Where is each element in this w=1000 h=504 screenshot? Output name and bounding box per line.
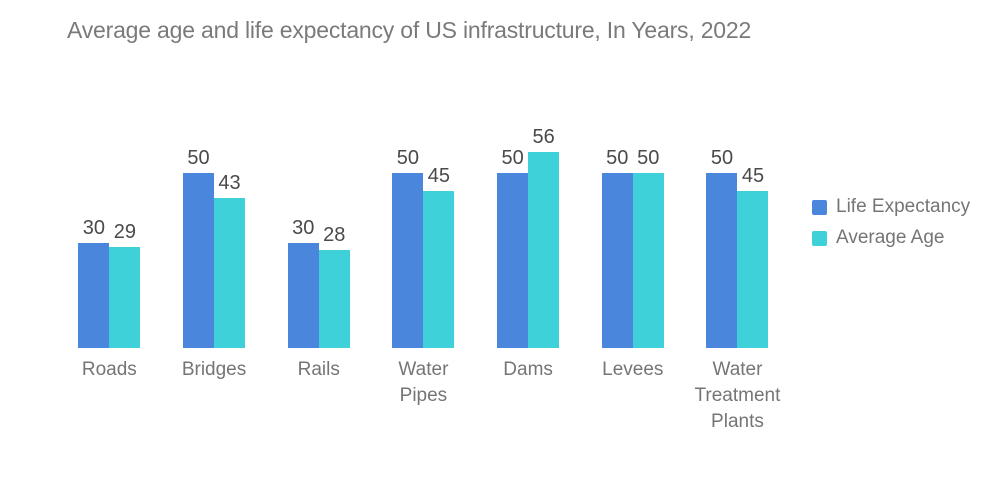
bar-group-bridges: 50 43 Bridges — [162, 110, 267, 435]
value-label-rails-average-age: 28 — [323, 224, 346, 246]
category-label-water-pipes: Water Pipes — [398, 359, 449, 406]
bars-water-treatment-plants: 50 45 — [706, 110, 769, 348]
legend-item-life-expectancy: Life Expectancy — [812, 196, 970, 218]
bar-water-pipes-life-expectancy — [392, 173, 424, 348]
bar-rails-average-age — [318, 250, 350, 348]
category-label-roads: Roads — [81, 359, 137, 380]
bar-group-levees: 50 50 Levees — [580, 110, 685, 435]
value-label-water-treatment-plants-life-expectancy: 50 — [710, 147, 734, 169]
bars-rails: 30 28 — [287, 110, 350, 348]
legend-label-average-age: Average Age — [836, 227, 945, 248]
value-label-roads-average-age: 29 — [113, 220, 136, 243]
category-label-levees: Levees — [602, 359, 664, 380]
bar-column-water-treatment-plants-life-expectancy: 50 — [706, 147, 738, 348]
bar-dams-average-age — [528, 152, 560, 348]
legend-label-life-expectancy: Life Expectancy — [836, 196, 971, 217]
legend-item-average-age: Average Age — [812, 227, 970, 249]
value-label-bridges-average-age: 43 — [218, 171, 241, 194]
bars-water-pipes: 50 45 — [392, 110, 455, 348]
bars-levees: 50 50 — [601, 110, 664, 348]
bar-levees-life-expectancy — [601, 173, 633, 348]
bar-column-roads-life-expectancy: 30 — [78, 217, 110, 348]
legend-swatch-life-expectancy — [812, 199, 827, 215]
bar-group-water-pipes: 50 45 Water Pipes — [371, 110, 476, 435]
bar-column-water-pipes-average-age: 45 — [423, 164, 455, 348]
bar-group-water-treatment-plants: 50 45 Water Treatment Plants — [685, 110, 790, 435]
value-label-bridges-life-expectancy: 50 — [187, 147, 210, 169]
bar-column-bridges-average-age: 43 — [214, 171, 246, 348]
bars-dams: 50 56 — [497, 110, 560, 348]
value-label-rails-life-expectancy: 30 — [292, 217, 315, 239]
value-label-water-pipes-life-expectancy: 50 — [396, 147, 420, 169]
bar-roads-life-expectancy — [78, 243, 110, 348]
bar-roads-average-age — [109, 246, 141, 348]
bars-roads: 30 29 — [78, 110, 141, 348]
bar-column-dams-average-age: 56 — [528, 126, 560, 348]
bar-column-rails-life-expectancy: 30 — [287, 217, 319, 348]
value-label-roads-life-expectancy: 30 — [82, 217, 105, 239]
value-label-levees-life-expectancy: 50 — [606, 147, 629, 169]
bar-levees-average-age — [632, 173, 664, 348]
bar-water-treatment-plants-average-age — [737, 190, 769, 348]
bar-group-dams: 50 56 Dams — [476, 110, 581, 435]
bar-column-water-pipes-life-expectancy: 50 — [392, 147, 424, 348]
bar-column-water-treatment-plants-average-age: 45 — [737, 164, 769, 348]
category-label-dams: Dams — [503, 359, 553, 380]
bar-bridges-average-age — [214, 197, 246, 348]
category-label-rails: Rails — [297, 359, 340, 380]
bar-column-rails-average-age: 28 — [318, 224, 350, 348]
bar-column-roads-average-age: 29 — [109, 220, 141, 348]
value-label-levees-average-age: 50 — [637, 147, 660, 169]
legend: Life Expectancy Average Age — [812, 196, 970, 258]
value-label-water-pipes-average-age: 45 — [427, 164, 451, 187]
category-label-bridges: Bridges — [181, 359, 247, 380]
bar-water-treatment-plants-life-expectancy — [706, 173, 738, 348]
bar-column-levees-average-age: 50 — [632, 147, 664, 348]
bar-group-rails: 30 28 Rails — [266, 110, 371, 435]
plot-area: 30 29 Roads 50 43 Bridges 30 28 Rails 50 45 Water Pi… — [57, 110, 790, 435]
chart-title: Average age and life expectancy of US in… — [67, 17, 752, 43]
value-label-dams-average-age: 56 — [532, 126, 555, 148]
value-label-water-treatment-plants-average-age: 45 — [741, 164, 765, 187]
legend-swatch-average-age — [812, 230, 827, 246]
bar-bridges-life-expectancy — [183, 173, 215, 348]
bar-dams-life-expectancy — [497, 173, 529, 348]
bar-column-dams-life-expectancy: 50 — [497, 147, 529, 348]
bar-group-roads: 30 29 Roads — [57, 110, 162, 435]
bar-rails-life-expectancy — [287, 243, 319, 348]
category-label-water-treatment-plants: Water Treatment Plants — [694, 359, 781, 432]
bar-column-levees-life-expectancy: 50 — [601, 147, 633, 348]
value-label-dams-life-expectancy: 50 — [501, 147, 524, 169]
bars-bridges: 50 43 — [183, 110, 246, 348]
bar-column-bridges-life-expectancy: 50 — [183, 147, 215, 348]
bar-water-pipes-average-age — [423, 190, 455, 348]
